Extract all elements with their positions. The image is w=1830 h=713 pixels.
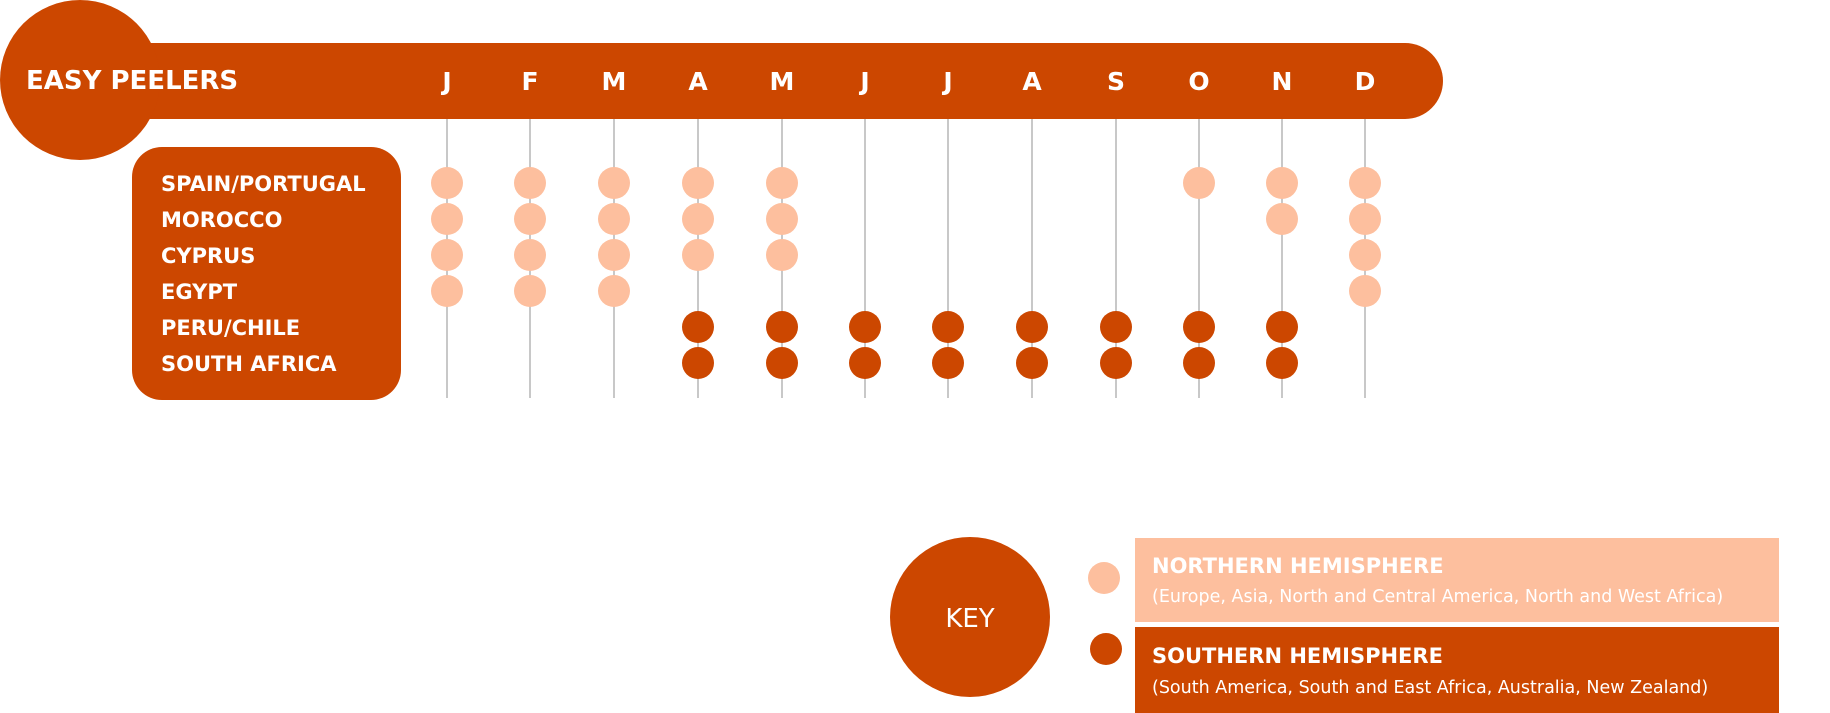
northern-swatch — [1088, 562, 1120, 594]
availability-dot — [766, 203, 798, 235]
country-label: SOUTH AFRICA — [161, 352, 337, 376]
country-label: EGYPT — [161, 280, 238, 304]
availability-dot — [1266, 203, 1298, 235]
availability-dot — [932, 311, 964, 343]
country-labels: SPAIN/PORTUGAL MOROCCO CYPRUS EGYPT PERU/CHI… — [161, 172, 366, 376]
availability-dot — [1183, 311, 1215, 343]
header-bar — [60, 43, 1443, 119]
availability-dot — [682, 167, 714, 199]
availability-dot — [682, 239, 714, 271]
month-grid-lines — [446, 119, 1366, 398]
availability-dot — [1016, 311, 1048, 343]
month-label: D — [1355, 67, 1376, 96]
month-label: J — [440, 67, 451, 96]
availability-dot — [598, 239, 630, 271]
northern-legend-box — [1135, 538, 1779, 622]
availability-dot — [682, 311, 714, 343]
month-label: A — [688, 67, 708, 96]
availability-dot — [514, 167, 546, 199]
availability-dots — [431, 167, 1381, 379]
availability-dot — [514, 239, 546, 271]
month-label: J — [941, 67, 952, 96]
availability-dot — [766, 239, 798, 271]
header-badge-circle — [0, 0, 160, 160]
availability-dot — [431, 275, 463, 307]
country-label: CYPRUS — [161, 244, 255, 268]
availability-dot — [431, 167, 463, 199]
key-label: KEY — [945, 604, 994, 634]
availability-dot — [766, 347, 798, 379]
availability-dot — [1266, 347, 1298, 379]
availability-dot — [849, 311, 881, 343]
availability-dot — [598, 167, 630, 199]
month-label: M — [770, 67, 795, 96]
month-label: J — [858, 67, 869, 96]
month-label: A — [1022, 67, 1042, 96]
availability-dot — [1016, 347, 1048, 379]
northern-legend-subtitle: (Europe, Asia, North and Central America… — [1152, 587, 1723, 607]
availability-dot — [1100, 347, 1132, 379]
southern-legend-subtitle: (South America, South and East Africa, A… — [1152, 678, 1708, 698]
availability-dot — [766, 311, 798, 343]
availability-dot — [598, 275, 630, 307]
availability-dot — [1349, 275, 1381, 307]
availability-dot — [766, 167, 798, 199]
availability-dot — [1266, 167, 1298, 199]
key-circle — [890, 537, 1050, 697]
chart-title: EASY PEELERS — [26, 66, 238, 96]
southern-legend-title: SOUTHERN HEMISPHERE — [1152, 644, 1443, 668]
availability-dot — [514, 275, 546, 307]
availability-dot — [431, 203, 463, 235]
availability-dot — [1183, 347, 1215, 379]
key-section: KEY NORTHERN HEMISPHERE (Europe, Asia, N… — [890, 537, 1779, 713]
availability-dot — [1349, 167, 1381, 199]
availability-dot — [1349, 203, 1381, 235]
country-label: PERU/CHILE — [161, 316, 300, 340]
availability-dot — [1266, 311, 1298, 343]
southern-swatch — [1090, 633, 1122, 665]
country-label: SPAIN/PORTUGAL — [161, 172, 366, 196]
availability-dot — [682, 347, 714, 379]
month-label: F — [521, 67, 538, 96]
availability-dot — [1100, 311, 1132, 343]
southern-legend-box — [1135, 627, 1779, 713]
availability-dot — [1183, 167, 1215, 199]
month-label: O — [1188, 67, 1209, 96]
availability-dot — [849, 347, 881, 379]
availability-dot — [514, 203, 546, 235]
month-label: N — [1272, 67, 1293, 96]
availability-dot — [932, 347, 964, 379]
country-box — [132, 147, 401, 400]
country-label: MOROCCO — [161, 208, 282, 232]
availability-dot — [431, 239, 463, 271]
availability-dot — [682, 203, 714, 235]
month-label: S — [1107, 67, 1125, 96]
northern-legend-title: NORTHERN HEMISPHERE — [1152, 554, 1444, 578]
month-label: M — [602, 67, 627, 96]
availability-dot — [598, 203, 630, 235]
availability-dot — [1349, 239, 1381, 271]
